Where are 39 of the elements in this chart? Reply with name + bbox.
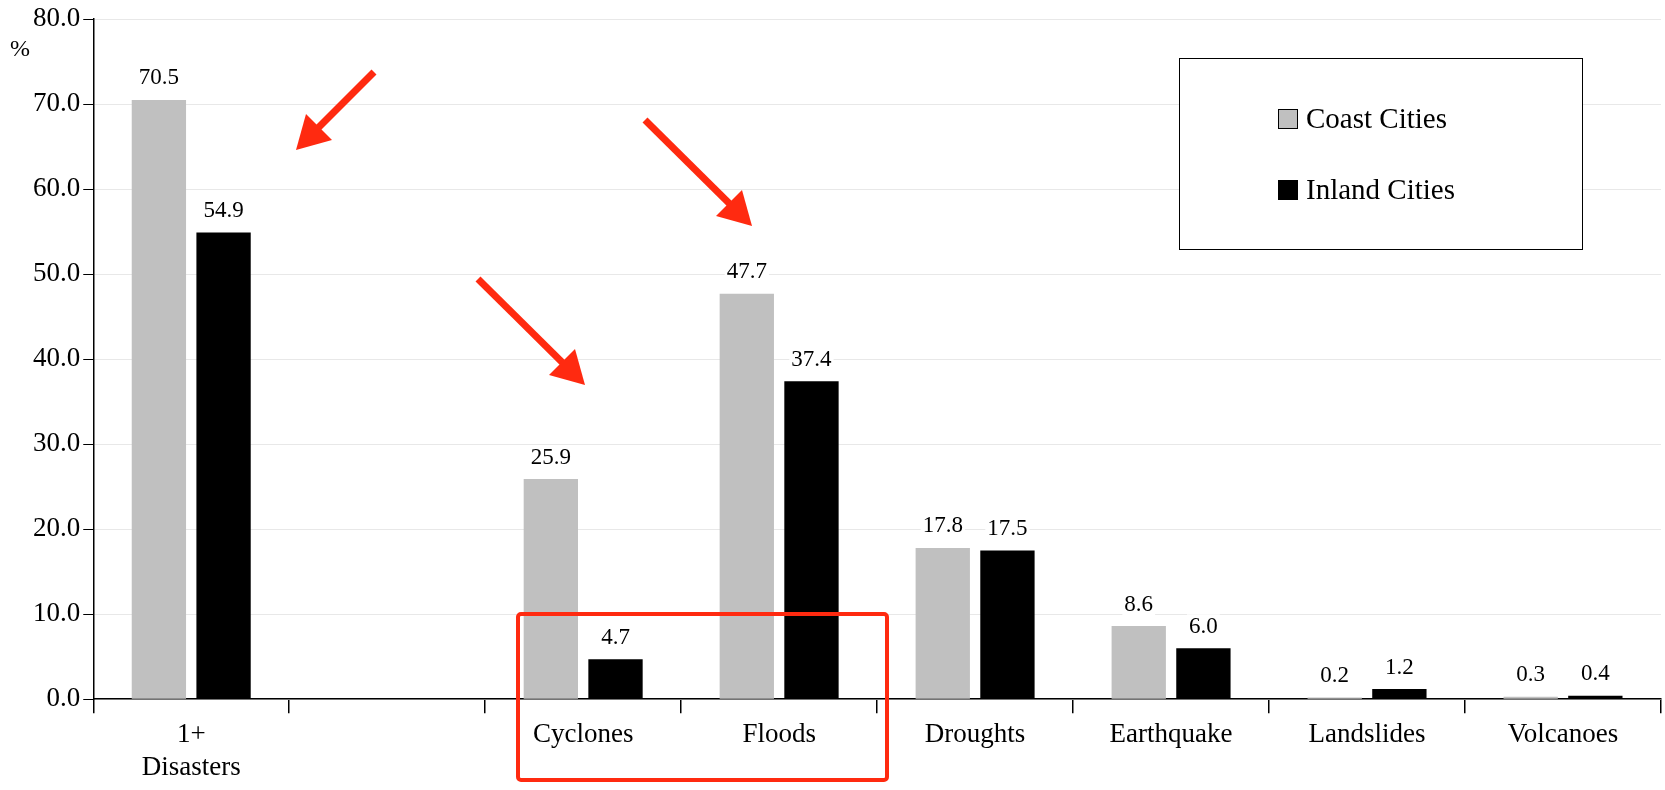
- y-tick-label: 40.0: [33, 342, 81, 373]
- data-label: 8.6: [1124, 590, 1154, 616]
- x-tick-label: Earthquake: [1109, 718, 1233, 749]
- y-tick-label: 10.0: [33, 597, 81, 628]
- x-tick-label: 1+ Disasters: [141, 718, 241, 781]
- bar: [719, 293, 774, 699]
- x-tick-label: Landslides: [1308, 718, 1426, 749]
- x-tick-label: Droughts: [924, 718, 1026, 749]
- data-label: 17.8: [922, 512, 963, 538]
- y-tick-label: 20.0: [33, 512, 81, 543]
- bar: [1503, 696, 1558, 699]
- data-label: 47.7: [726, 258, 767, 284]
- bar: [523, 479, 578, 699]
- y-tick-label: 60.0: [33, 172, 81, 203]
- legend-label: Inland Cities: [1306, 173, 1456, 206]
- data-label: 0.4: [1580, 660, 1611, 686]
- x-tick-label: Floods: [742, 718, 816, 749]
- y-tick-label: 0.0: [46, 682, 81, 713]
- bar: [1111, 626, 1166, 699]
- data-label: 1.2: [1385, 653, 1414, 679]
- y-tick-label: 50.0: [33, 257, 81, 288]
- data-label: 54.9: [203, 197, 244, 223]
- y-tick-label: 30.0: [33, 427, 81, 458]
- legend-label: Coast Cities: [1306, 102, 1447, 135]
- data-label: 70.5: [138, 64, 180, 90]
- data-label: 0.3: [1516, 661, 1546, 687]
- data-label: 4.7: [601, 623, 630, 649]
- data-label: 25.9: [530, 443, 571, 469]
- bar: [131, 99, 187, 699]
- y-tick-label: 80.0: [33, 2, 81, 33]
- bar: [915, 547, 970, 699]
- x-tick-label: Volcanoes: [1507, 718, 1619, 749]
- data-label: 17.5: [987, 515, 1028, 540]
- y-axis-title: %: [10, 35, 30, 62]
- y-tick-label: 70.0: [33, 87, 81, 118]
- data-label: 6.0: [1189, 612, 1218, 638]
- x-tick-label: Cyclones: [532, 718, 634, 749]
- data-label: 37.4: [791, 345, 833, 371]
- data-label: 0.2: [1320, 662, 1350, 688]
